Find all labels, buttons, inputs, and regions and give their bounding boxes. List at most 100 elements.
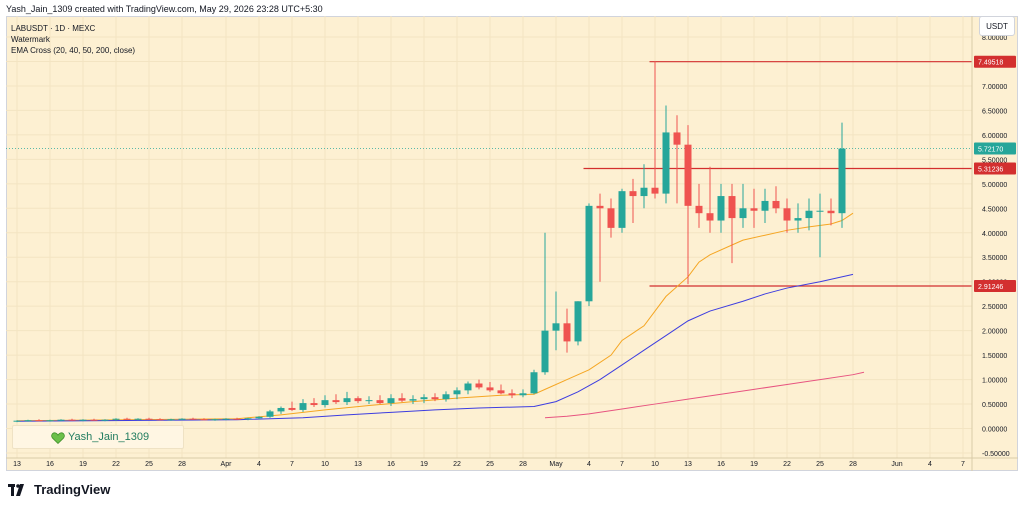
candle-body bbox=[68, 419, 76, 421]
symbol-label: LABUSDT · 1D · MEXC bbox=[11, 24, 96, 33]
candle-body bbox=[706, 213, 714, 221]
indicator-label: EMA Cross (20, 40, 50, 200, close) bbox=[11, 46, 136, 55]
x-tick-label: 4 bbox=[587, 461, 591, 468]
candle-body bbox=[508, 393, 516, 396]
last-price-label: 5.72170 bbox=[978, 147, 1003, 154]
candle-body bbox=[90, 419, 98, 421]
candle-body bbox=[233, 418, 241, 420]
candle-body bbox=[101, 419, 109, 421]
tradingview-logo[interactable]: TradingView bbox=[8, 482, 110, 497]
candle-body bbox=[299, 403, 307, 410]
y-tick-label: 3.50000 bbox=[982, 255, 1007, 262]
x-tick-label: 7 bbox=[620, 461, 624, 468]
author-watermark: Yash_Jain_1309 bbox=[12, 425, 184, 449]
x-tick-label: 25 bbox=[816, 461, 824, 468]
ema-slow-line bbox=[544, 371, 865, 419]
candle-body bbox=[607, 208, 615, 228]
candle-body bbox=[145, 418, 153, 420]
y-tick-label: 2.50000 bbox=[982, 304, 1007, 311]
level-price-label: 5.31236 bbox=[978, 167, 1003, 174]
y-tick-label: 0.00000 bbox=[982, 427, 1007, 434]
x-tick-label: 28 bbox=[178, 461, 186, 468]
candle-body bbox=[805, 210, 813, 219]
y-tick-label: 1.00000 bbox=[982, 378, 1007, 385]
x-tick-label: 22 bbox=[112, 461, 120, 468]
level-price-tag bbox=[974, 162, 1016, 175]
candle-body bbox=[794, 218, 802, 221]
x-axis: 13 16 19 22 25 28 Apr 4 7 10 13 16 19 22 25 28 May 4 7 10 13… bbox=[6, 457, 1018, 468]
y-tick-label: 5.50000 bbox=[982, 157, 1007, 164]
ema-lines bbox=[16, 212, 865, 422]
price-chart[interactable]: -0.50000 0.00000 0.50000 1.00000 1.50000 2.00… bbox=[6, 16, 1018, 471]
x-tick-label: 7 bbox=[961, 461, 965, 468]
candle-body bbox=[827, 210, 835, 214]
candle-body bbox=[255, 416, 263, 419]
candle-body bbox=[662, 132, 670, 194]
candle-body bbox=[541, 330, 549, 373]
candle-body bbox=[200, 419, 208, 421]
chart-legend: LABUSDT · 1D · MEXC Watermark EMA Cross … bbox=[11, 23, 135, 56]
candle-body bbox=[310, 403, 318, 406]
candle-body bbox=[398, 398, 406, 401]
x-tick-label: May bbox=[549, 461, 563, 468]
y-tick-label: 4.50000 bbox=[982, 206, 1007, 213]
candle-body bbox=[277, 407, 285, 412]
chart-credit: Yash_Jain_1309 created with TradingView.… bbox=[6, 4, 323, 14]
ema-fast-line bbox=[16, 212, 854, 422]
candle-body bbox=[343, 398, 351, 403]
candle-body bbox=[519, 393, 527, 396]
candle-body bbox=[266, 411, 274, 417]
candle-body bbox=[167, 419, 175, 421]
level-price-tag bbox=[974, 279, 1016, 292]
x-tick-label: 22 bbox=[783, 461, 791, 468]
candle-body bbox=[585, 205, 593, 302]
candle-body bbox=[442, 394, 450, 400]
currency-badge[interactable]: USDT bbox=[979, 16, 1015, 36]
candle-body bbox=[497, 390, 505, 394]
candle-body bbox=[332, 400, 340, 403]
y-tick-label: 6.00000 bbox=[982, 133, 1007, 140]
candle-body bbox=[24, 420, 32, 422]
candle-body bbox=[629, 191, 637, 197]
candle-body bbox=[552, 323, 560, 331]
x-tick-label: 22 bbox=[453, 461, 461, 468]
x-tick-label: 16 bbox=[717, 461, 725, 468]
candle-body bbox=[838, 148, 846, 214]
candle-body bbox=[420, 397, 428, 400]
candle-body bbox=[178, 418, 186, 420]
candle-body bbox=[222, 418, 230, 420]
candle-body bbox=[640, 187, 648, 197]
y-tick-label: 1.50000 bbox=[982, 353, 1007, 360]
x-tick-label: 25 bbox=[145, 461, 153, 468]
candle-body bbox=[354, 398, 362, 402]
candle-body bbox=[684, 144, 692, 206]
y-tick-label: 2.00000 bbox=[982, 329, 1007, 336]
candle-body bbox=[772, 200, 780, 209]
candle-body bbox=[475, 383, 483, 388]
x-tick-label: 13 bbox=[354, 461, 362, 468]
x-tick-label: 25 bbox=[486, 461, 494, 468]
candle-body bbox=[321, 400, 329, 406]
brand-name: TradingView bbox=[34, 482, 111, 497]
y-tick-label: 7.00000 bbox=[982, 84, 1007, 91]
candle-body bbox=[816, 210, 824, 212]
watermark-label: Watermark bbox=[11, 35, 50, 44]
candle-body bbox=[35, 420, 43, 422]
x-tick-label: 16 bbox=[46, 461, 54, 468]
x-tick-label: Apr bbox=[221, 461, 233, 468]
candle-body bbox=[244, 418, 252, 420]
candle-body bbox=[79, 419, 87, 421]
grid bbox=[6, 16, 972, 458]
tradingview-icon bbox=[8, 483, 24, 496]
y-tick-label: 0.50000 bbox=[982, 402, 1007, 409]
candle-body bbox=[134, 418, 142, 420]
candle-body bbox=[409, 399, 417, 401]
candle-body bbox=[365, 400, 373, 402]
candle-body bbox=[376, 400, 384, 404]
x-tick-label: 28 bbox=[849, 461, 857, 468]
candle-body bbox=[574, 301, 582, 342]
y-tick-label: -0.50000 bbox=[982, 451, 1010, 458]
candle-body bbox=[673, 132, 681, 145]
x-tick-label: 13 bbox=[684, 461, 692, 468]
y-tick-label: 6.50000 bbox=[982, 108, 1007, 115]
